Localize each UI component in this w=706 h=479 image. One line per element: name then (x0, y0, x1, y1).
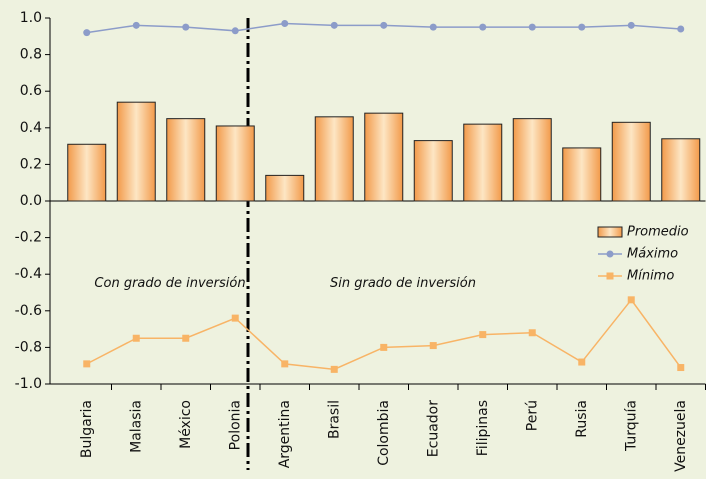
legend-label: Mínimo (627, 269, 674, 284)
bar (611, 121, 651, 202)
bar (364, 112, 404, 202)
marker (380, 21, 388, 29)
x-tick-label: Ecuador (425, 400, 441, 457)
annotation: Con grado de inversión (94, 276, 245, 291)
y-tick-label: 0.6 (20, 83, 42, 99)
bar (413, 140, 453, 202)
x-tick-label: Perú (524, 400, 540, 431)
marker (231, 27, 239, 35)
marker (528, 329, 536, 337)
bar (661, 138, 701, 202)
x-tick-label: Filipinas (475, 400, 491, 456)
marker (429, 23, 437, 31)
y-tick-label: 0.2 (20, 156, 42, 172)
x-tick-label: Turquía (623, 400, 639, 452)
y-tick-label: 0.4 (20, 120, 42, 136)
marker (578, 358, 586, 366)
marker (132, 334, 140, 342)
marker (182, 23, 190, 31)
bar (265, 174, 305, 202)
marker (578, 23, 586, 31)
bar (463, 123, 503, 202)
marker (281, 19, 289, 27)
x-tick-label: Brasil (326, 400, 342, 439)
x-tick-label: México (178, 400, 194, 449)
bar (314, 116, 354, 202)
marker (281, 360, 289, 368)
y-tick-label: -0.8 (15, 339, 42, 355)
bar (562, 147, 602, 202)
marker (330, 365, 338, 373)
marker (528, 23, 536, 31)
legend-swatch (597, 226, 623, 238)
y-tick-label: 0.8 (20, 47, 42, 63)
bar (512, 118, 552, 202)
marker (627, 21, 635, 29)
legend-swatch (606, 250, 614, 258)
marker (231, 314, 239, 322)
legend-label: Máximo (627, 247, 678, 262)
legend-swatch (606, 272, 614, 280)
bar (116, 101, 156, 202)
marker (132, 21, 140, 29)
bar (166, 118, 206, 202)
x-tick-label: Polonia (227, 400, 243, 450)
y-tick-label: 1.0 (20, 10, 42, 26)
marker (677, 364, 685, 372)
marker (677, 25, 685, 33)
y-tick-label: -0.2 (15, 230, 42, 246)
x-tick-label: Malasia (128, 400, 144, 453)
marker (429, 342, 437, 350)
annotation: Sin grado de inversión (330, 276, 476, 291)
bar (215, 125, 255, 202)
y-tick-label: 0.0 (20, 193, 42, 209)
marker (83, 360, 91, 368)
marker (182, 334, 190, 342)
marker (380, 343, 388, 351)
y-tick-label: -0.6 (15, 303, 42, 319)
marker (479, 23, 487, 31)
legend-label: Promedio (627, 225, 689, 240)
x-tick-label: Bulgaria (79, 400, 95, 458)
marker (479, 331, 487, 339)
x-tick-label: Colombia (376, 400, 392, 466)
bar (67, 143, 107, 202)
y-tick-label: -1.0 (15, 376, 42, 392)
marker (627, 296, 635, 304)
y-tick-label: -0.4 (15, 266, 42, 282)
x-tick-label: Venezuela (673, 400, 689, 472)
x-tick-label: Rusia (574, 400, 590, 438)
x-tick-label: Argentina (277, 400, 293, 468)
marker (83, 29, 91, 37)
marker (330, 21, 338, 29)
